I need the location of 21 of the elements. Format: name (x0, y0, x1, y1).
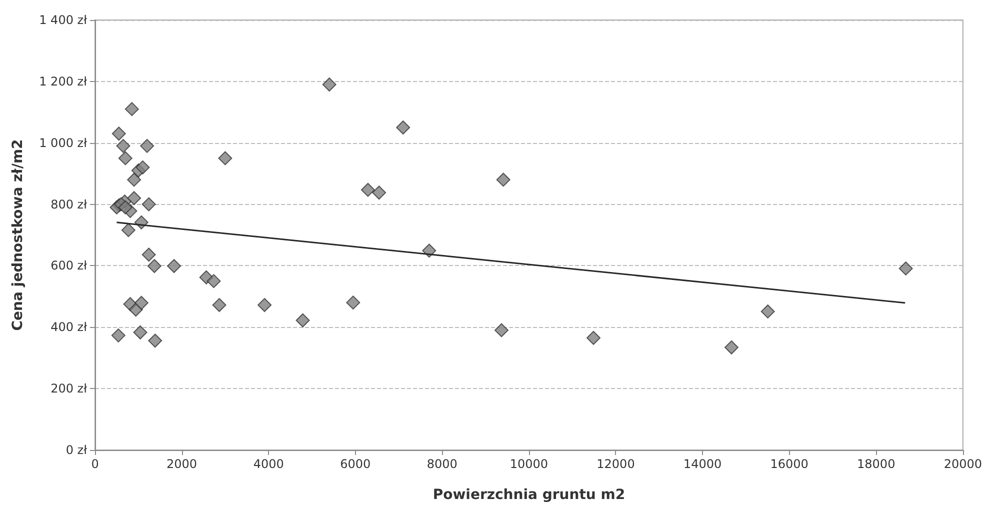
x-tick-label: 14000 (683, 457, 722, 471)
y-tick-label: 600 zł (50, 258, 88, 273)
y-tick-label: 0 zł (66, 443, 88, 457)
y-tick-label: 200 zł (50, 382, 88, 396)
y-tick-label: 1 000 zł (39, 136, 88, 150)
x-tick-label: 2000 (166, 457, 198, 471)
y-tick-label: 800 zł (50, 197, 88, 212)
x-tick-label: 18000 (857, 457, 896, 471)
y-tick-label: 1 200 zł (39, 74, 88, 88)
x-tick-label: 16000 (770, 457, 808, 471)
x-tick-label: 4000 (253, 457, 284, 471)
x-tick-label: 12000 (596, 457, 635, 471)
x-tick-label: 20000 (944, 457, 982, 471)
x-axis-title: Powierzchnia gruntu m2 (432, 487, 626, 503)
y-tick-label: 400 zł (50, 320, 88, 334)
x-tick-label: 6000 (340, 457, 371, 471)
x-tick-label: 0 (91, 457, 99, 471)
x-tick-label: 10000 (510, 457, 548, 471)
x-tick-label: 8000 (426, 457, 458, 471)
y-tick-label: 1 400 zł (39, 13, 88, 27)
y-axis-title: Cena jednostkowa zł/m2 (10, 139, 26, 331)
